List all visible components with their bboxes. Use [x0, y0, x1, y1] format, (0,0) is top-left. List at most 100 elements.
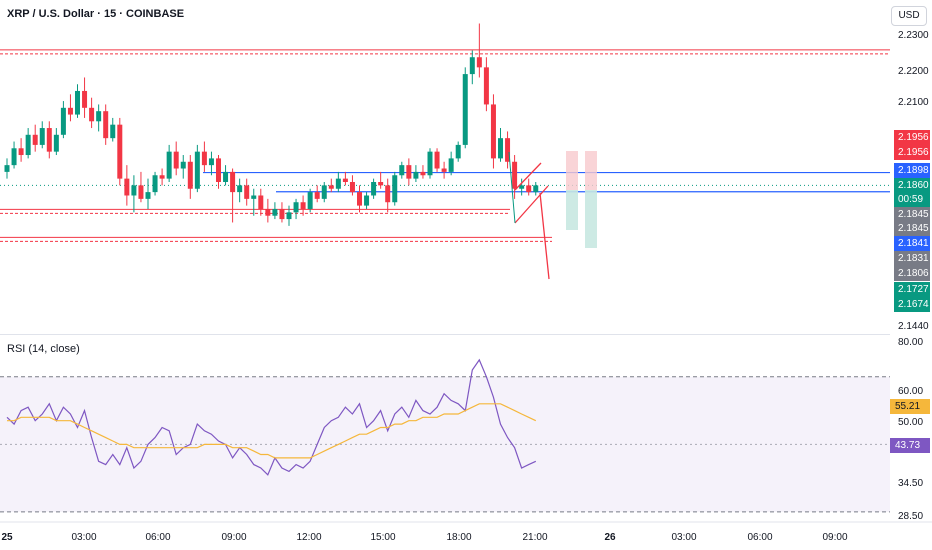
candle [533, 185, 539, 193]
candle [357, 192, 362, 206]
price-badge: 2.1845 [894, 207, 930, 222]
candle [427, 151, 433, 176]
position-box-target [566, 190, 578, 230]
candle [258, 195, 264, 209]
price-badge: 2.1956 [894, 130, 930, 145]
x-tick-label: 09:00 [221, 532, 247, 543]
x-tick-label: 12:00 [296, 532, 322, 543]
price-badge: 2.1898 [894, 163, 930, 178]
candle [286, 212, 292, 220]
candle [321, 185, 327, 199]
candle [293, 202, 299, 213]
candle [244, 185, 250, 199]
candle [392, 175, 398, 203]
candle [279, 208, 285, 220]
candle [307, 192, 313, 209]
rsi-title: RSI (14, close) [7, 343, 80, 355]
y-tick-label: 2.2300 [898, 30, 929, 41]
candle [420, 171, 426, 176]
candle [272, 208, 278, 216]
x-tick-label: 06:00 [747, 532, 773, 543]
candle [89, 107, 95, 122]
candle [378, 182, 384, 186]
candle [314, 192, 320, 199]
candle [462, 74, 468, 145]
candle [385, 185, 391, 203]
price-badge: 2.1831 [894, 251, 930, 266]
candle [117, 124, 123, 179]
rsi-y-tick-label: 80.00 [898, 337, 924, 348]
candle [96, 111, 102, 122]
x-tick-label: 25 [1, 532, 13, 543]
candle [498, 138, 503, 159]
wedge-line [514, 185, 549, 224]
candle [39, 128, 45, 145]
position-box-target [585, 190, 597, 248]
price-badge: 2.1727 [894, 282, 930, 297]
rsi-y-tick-label: 28.50 [898, 511, 924, 522]
candle [216, 158, 221, 182]
candle [159, 175, 165, 179]
candle [46, 128, 52, 152]
candle [342, 178, 348, 182]
x-tick-label: 18:00 [446, 532, 472, 543]
price-badge: 2.1860 [894, 178, 930, 193]
candle [413, 171, 419, 179]
x-tick-label: 26 [604, 532, 616, 543]
candle [230, 171, 236, 193]
price-badge: 2.1845 [894, 221, 930, 236]
candle [110, 124, 116, 139]
rsi-value-badge: 55.21 [890, 399, 930, 414]
x-tick-label: 03:00 [671, 532, 697, 543]
candle [124, 178, 130, 196]
rsi-ma-line [7, 403, 537, 459]
candle [53, 134, 59, 152]
candle [145, 192, 151, 199]
candle [505, 138, 511, 162]
candle [364, 195, 370, 206]
chart-title: XRP / U.S. Dollar · 15 · COINBASE [7, 8, 185, 20]
candle [455, 144, 461, 159]
candle [138, 185, 144, 199]
position-box-stop [585, 151, 597, 190]
rsi-y-tick-label: 34.50 [898, 478, 924, 489]
price-badge: 2.1674 [894, 297, 930, 312]
candle [32, 134, 38, 145]
candle [300, 202, 306, 209]
candle [237, 185, 243, 193]
candle [406, 165, 412, 179]
y-tick-label: 2.2200 [898, 66, 929, 77]
price-badge: 00:59 [894, 192, 930, 207]
y-tick-label: 2.2100 [898, 97, 929, 108]
candle [265, 208, 271, 216]
candle [82, 90, 88, 108]
candle [208, 158, 214, 166]
wedge-line [508, 151, 516, 224]
candle [201, 151, 207, 166]
candle [251, 195, 257, 199]
candle [152, 175, 158, 193]
target-arrow [539, 192, 550, 280]
candle [187, 161, 193, 189]
pane-separator[interactable] [0, 334, 890, 335]
rsi-line [6, 358, 537, 476]
rsi-y-tick-label: 50.00 [898, 417, 924, 428]
x-tick-label: 09:00 [822, 532, 848, 543]
price-badge: 2.1841 [894, 236, 930, 251]
x-tick-label: 03:00 [71, 532, 97, 543]
candle [490, 104, 496, 159]
candle [328, 185, 334, 189]
x-tick-label: 15:00 [370, 532, 396, 543]
rsi-y-tick-label: 60.00 [898, 386, 924, 397]
currency-button[interactable]: USD [891, 6, 927, 26]
y-tick-label: 2.1440 [898, 321, 929, 332]
candle [131, 185, 137, 196]
candle [103, 111, 109, 139]
candle [483, 67, 489, 105]
candle [349, 182, 355, 193]
candle [60, 107, 66, 135]
candle [25, 134, 31, 156]
x-tick-label: 21:00 [522, 532, 548, 543]
candle [469, 57, 475, 75]
